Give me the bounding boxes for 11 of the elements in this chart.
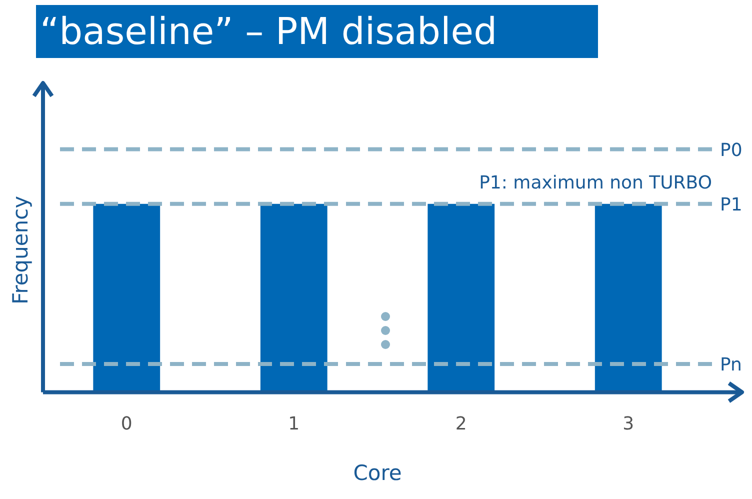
ref-line-label: Pn (720, 354, 742, 376)
x-tick-label: 3 (622, 414, 634, 435)
ref-line-label: P1 (720, 194, 742, 216)
annotation: P1: maximum non TURBO (479, 172, 712, 194)
y-axis-title: Frequency (8, 196, 32, 304)
x-tick-label: 0 (120, 414, 132, 435)
x-axis-title: Core (353, 460, 402, 485)
x-tick-label: 1 (288, 414, 300, 435)
chart-title: “baseline” – PM disabled (36, 5, 598, 58)
x-tick-label: 2 (455, 414, 467, 435)
ref-line-label: P0 (720, 140, 742, 161)
